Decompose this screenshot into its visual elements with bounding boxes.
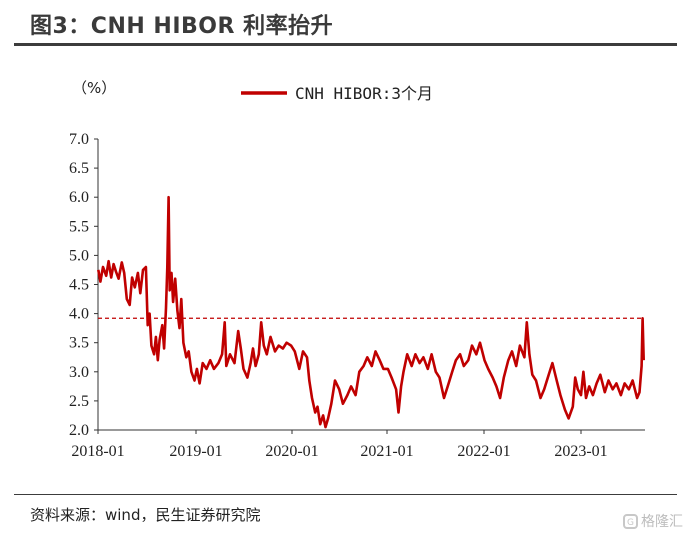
x-tick-label: 2023-01 <box>554 443 607 460</box>
x-tick-label: 2018-01 <box>71 443 124 460</box>
y-tick-label: 5.0 <box>69 247 89 264</box>
y-tick-label: 2.5 <box>69 393 89 410</box>
title-rule <box>14 43 677 46</box>
y-tick-label: 6.0 <box>69 189 89 206</box>
legend: CNH HIBOR:3个月 <box>241 84 433 103</box>
y-tick-label: 5.5 <box>69 218 89 235</box>
footer-rule <box>14 494 677 495</box>
y-tick-label: 2.0 <box>69 422 89 439</box>
y-tick-label: 3.0 <box>69 364 89 381</box>
figure-title: 图3：CNH HIBOR 利率抬升 <box>30 14 334 39</box>
x-tick-label: 2021-01 <box>360 443 413 460</box>
watermark: G 格隆汇 <box>623 511 683 531</box>
source-note: 资料来源：wind，民生证券研究院 <box>30 506 261 524</box>
y-tick-label: 3.5 <box>69 335 89 352</box>
y-tick-label: 4.5 <box>69 277 89 294</box>
y-tick-label: 6.5 <box>69 160 89 177</box>
y-tick-label: 7.0 <box>69 131 89 148</box>
x-tick-label: 2020-01 <box>265 443 318 460</box>
x-tick-label: 2022-01 <box>457 443 510 460</box>
watermark-text: 格隆汇 <box>641 514 683 530</box>
legend-label: CNH HIBOR:3个月 <box>295 84 433 103</box>
y-ticks: 7.0 6.5 6.0 5.5 5.0 4.5 4.0 3.5 3.0 2.5 2.0 <box>69 131 98 439</box>
watermark-logo-icon: G <box>623 513 638 529</box>
axes <box>97 139 645 431</box>
x-tick-label: 2019-01 <box>169 443 222 460</box>
series-line-cnh-hibor-3m <box>97 195 645 429</box>
y-tick-label: 4.0 <box>69 306 89 323</box>
x-ticks: 2018-01 2019-01 2020-01 2021-01 2022-01 2023-… <box>71 430 608 460</box>
y-unit-label: （%） <box>72 79 116 97</box>
